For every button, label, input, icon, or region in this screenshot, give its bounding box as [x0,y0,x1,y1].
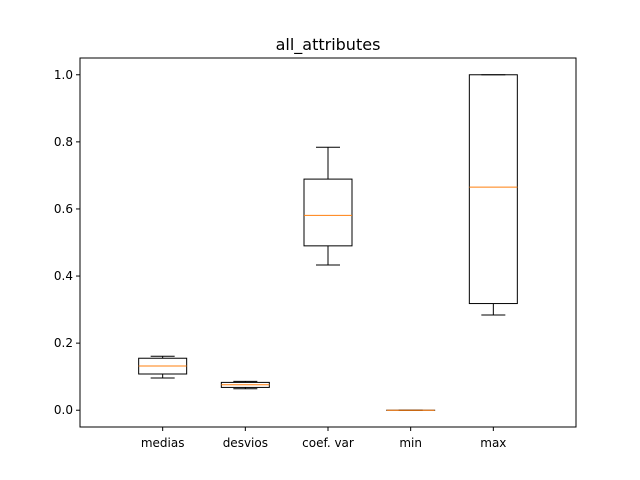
x-tick-label: min [399,436,422,450]
y-tick-label: 0.0 [54,403,73,417]
box-desvios [220,380,270,390]
x-tick-label: max [480,436,506,450]
box-max [468,74,518,316]
plot-marks [138,74,518,411]
iqr-box [468,74,518,305]
x-axis: medias desvios coef. var min max [141,427,506,450]
plot-frame [79,57,577,428]
y-tick-label: 0.2 [54,336,73,350]
box-medias [138,355,188,379]
y-tick-label: 0.4 [54,269,73,283]
x-tick-label: desvios [223,436,268,450]
x-tick-label: medias [141,436,185,450]
y-tick-label: 0.6 [54,202,73,216]
iqr-box [303,178,353,247]
box-coef-var [303,146,353,266]
y-tick-label: 0.8 [54,135,73,149]
y-axis: 0.0 0.2 0.4 0.6 0.8 1.0 [54,68,80,417]
x-tick-label: coef. var [302,436,354,450]
chart-title: all_attributes [276,35,381,55]
y-tick-label: 1.0 [54,68,73,82]
